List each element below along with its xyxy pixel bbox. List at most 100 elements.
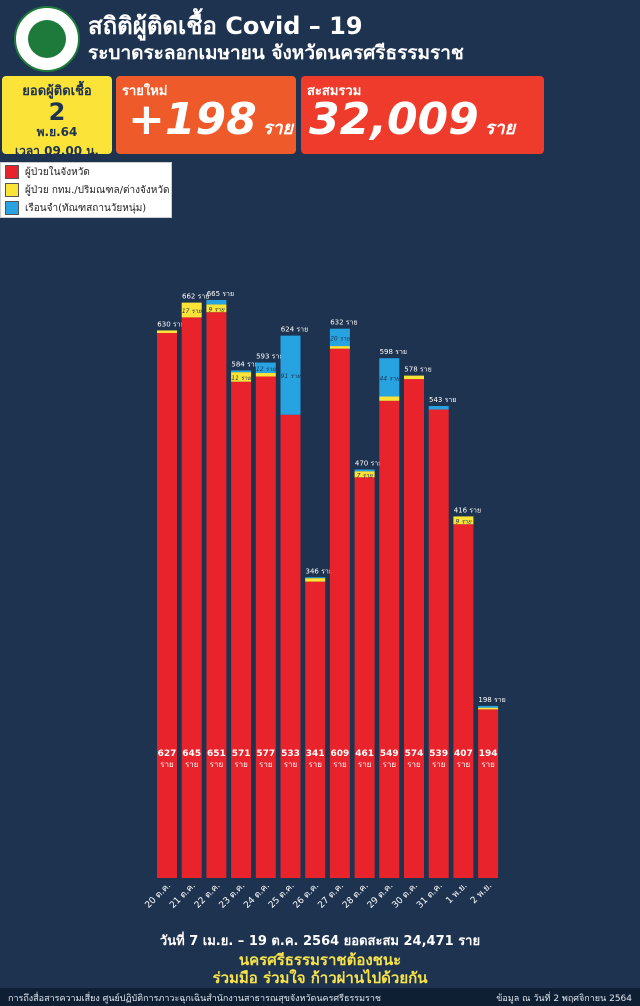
- bar-segment: [280, 414, 301, 878]
- province-value-unit: ราย: [383, 760, 396, 769]
- bar-segment: [157, 333, 177, 878]
- as-of-text: ข้อมูล ณ วันที่ 2 พฤศจิกายน 2564: [496, 994, 632, 1004]
- total-label: 416 ราย: [454, 506, 481, 514]
- bar-segment: [478, 707, 499, 710]
- province-value-unit: ราย: [358, 760, 371, 769]
- legend-label: เรือนจำ(ทัณฑสถานวัยหนุ่ม): [25, 202, 147, 214]
- new-cases-unit: ราย: [262, 118, 294, 139]
- bar-segment: [231, 381, 252, 878]
- category-label: 21 ต.ค.: [168, 881, 198, 911]
- bar-segment: [206, 312, 227, 878]
- bar-segment: [181, 302, 202, 318]
- segment-label: 7 ราย: [357, 472, 373, 479]
- bar-segment: [354, 469, 375, 472]
- province-value-unit: ราย: [481, 760, 494, 769]
- date-day: 2: [48, 98, 66, 126]
- legend: ผู้ป่วยในจังหวัด ผู้ป่วย กทม./ปริมณฑล/ต่…: [0, 162, 172, 218]
- bar-segment: [453, 516, 474, 525]
- bar-segment: [231, 370, 252, 373]
- segment-label: 9 ราย: [208, 306, 224, 313]
- bar-segment: [428, 406, 449, 410]
- province-value-label: 341: [306, 749, 325, 759]
- segment-label: 44 ราย: [379, 375, 399, 382]
- province-value-unit: ราย: [457, 760, 470, 769]
- bar-segment: [379, 358, 400, 397]
- total-cases-box: สะสมรวม 32,009 ราย: [301, 76, 544, 154]
- province-value-unit: ราย: [259, 760, 272, 769]
- category-label: 23 ต.ค.: [218, 881, 248, 911]
- new-cases-value-line: +198 ราย: [128, 94, 293, 145]
- category-label: 29 ต.ค.: [366, 881, 396, 911]
- page-title: สถิติผู้ติดเชื้อ Covid – 19: [88, 12, 363, 40]
- province-value-label: 645: [182, 749, 201, 759]
- segment-label: 91 ราย: [281, 373, 301, 380]
- segment-label: 17 ราย: [182, 308, 202, 315]
- province-value-label: 651: [207, 749, 226, 759]
- new-cases-box: รายใหม่ +198 ราย: [116, 76, 296, 154]
- page-subtitle: ระบาดระลอกเมษายน จังหวัดนครศรีธรรมราช: [88, 42, 464, 64]
- date-month: พ.ย.64: [36, 125, 78, 139]
- legend-item-prison: เรือนจำ(ทัณฑสถานวัยหนุ่ม): [1, 199, 171, 217]
- total-label: 584 ราย: [231, 360, 258, 368]
- total-label: 662 ราย: [182, 293, 209, 301]
- bar-segment: [379, 396, 400, 401]
- bar-segment: [478, 705, 499, 708]
- segment-label: 11 ราย: [231, 375, 251, 382]
- bar-segment: [231, 372, 252, 382]
- province-value-label: 571: [232, 749, 251, 759]
- segment-label: 12 ราย: [256, 366, 276, 373]
- new-cases-label: รายใหม่: [122, 84, 168, 99]
- bar-segment: [305, 581, 326, 878]
- province-value-unit: ราย: [432, 760, 445, 769]
- category-label: 28 ต.ค.: [341, 881, 371, 911]
- bar-segment: [305, 577, 326, 579]
- bar-segment: [206, 304, 227, 313]
- total-label: 543 ราย: [429, 396, 456, 404]
- bar-segment: [255, 362, 276, 374]
- footer-summary: วันที่ 7 เม.ย. – 19 ต.ค. 2564 ยอดสะสม 24…: [159, 934, 481, 949]
- province-value-unit: ราย: [185, 760, 198, 769]
- total-label: 578 ราย: [404, 366, 431, 374]
- province-value-unit: ราย: [210, 760, 223, 769]
- province-value-label: 577: [256, 749, 275, 759]
- bar-segment: [206, 300, 227, 305]
- bar-segment: [255, 376, 276, 878]
- province-value-label: 549: [380, 749, 399, 759]
- bar-segment: [453, 524, 474, 878]
- ministry-logo: [14, 6, 80, 72]
- bar-segment: [329, 328, 350, 347]
- legend-item-province: ผู้ป่วยในจังหวัด: [1, 163, 171, 181]
- total-label: 632 ราย: [330, 319, 357, 327]
- bar-segment: [428, 409, 449, 878]
- date-box: ยอดผู้ติดเชื้อ 2 พ.ย.64 เวลา 09.00 น.: [2, 76, 112, 158]
- total-cases-label: สะสมรวม: [307, 84, 362, 99]
- bar-segment: [404, 375, 424, 380]
- new-cases-value: +198: [128, 94, 257, 145]
- bar-segment: [329, 348, 350, 878]
- bar-segment: [280, 335, 301, 415]
- total-label: 346 ราย: [306, 567, 333, 575]
- province-value-label: 539: [429, 749, 448, 759]
- province-value-label: 194: [479, 749, 498, 759]
- total-label: 665 ราย: [207, 290, 234, 298]
- source-text: การถึงสื่อสารความเสี่ยง ศูนย์ปฏิบัติการภ…: [8, 994, 382, 1004]
- category-label: 22 ต.ค.: [193, 881, 223, 911]
- legend-item-outside: ผู้ป่วย กทม./ปริมณฑล/ต่างจังหวัด: [1, 181, 171, 199]
- total-label: 624 ราย: [281, 326, 308, 334]
- legend-swatch-blue: [5, 201, 19, 215]
- province-value-label: 574: [405, 749, 424, 759]
- province-value-unit: ราย: [160, 760, 173, 769]
- bar-segment: [379, 400, 400, 878]
- footer-slogan-2: ร่วมมือ ร่วมใจ ก้าวผ่านไปด้วยกัน: [212, 969, 428, 987]
- total-label: 593 ราย: [256, 353, 283, 361]
- province-value-unit: ราย: [333, 760, 346, 769]
- province-value-unit: ราย: [234, 760, 247, 769]
- category-label: 2 พ.ย.: [469, 881, 494, 906]
- bar-segment: [305, 578, 326, 582]
- legend-label: ผู้ป่วยในจังหวัด: [25, 166, 90, 178]
- legend-swatch-yellow: [5, 183, 19, 197]
- total-cases-unit: ราย: [484, 118, 516, 139]
- footer-slogan-1: นครศรีธรรมราชต้องชนะ: [238, 951, 402, 969]
- bar-segment: [354, 477, 375, 878]
- bar-segment: [181, 317, 202, 879]
